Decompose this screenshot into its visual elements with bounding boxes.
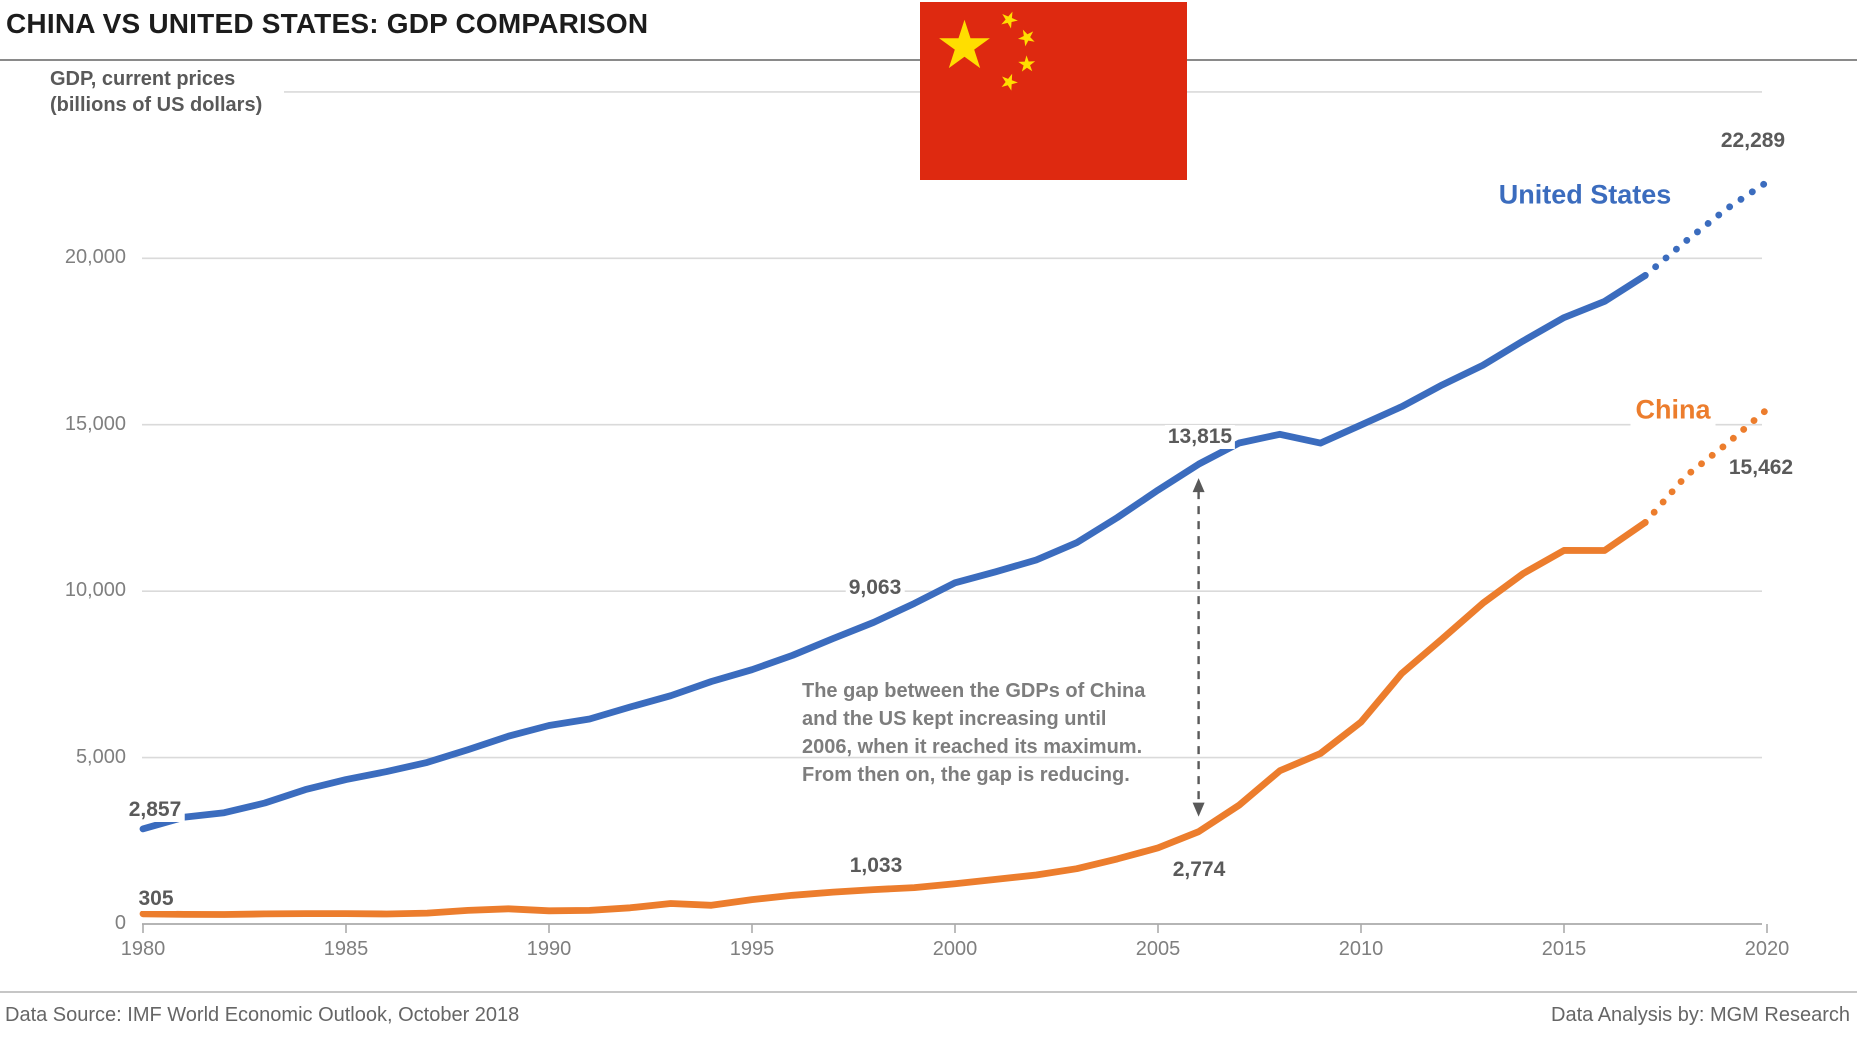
x-tick-label-2000: 2000 [932, 938, 978, 960]
gap-annotation: The gap between the GDPs of China and th… [802, 677, 1145, 789]
gap-annotation-line1: The gap between the GDPs of China [802, 680, 1146, 702]
series-line-china [139, 519, 1649, 918]
data-source-text: Data Source: IMF World Economic Outlook,… [5, 1004, 520, 1026]
x-tick-label-2020: 2020 [1744, 938, 1790, 960]
y-axis-title-line1: GDP, current prices [50, 68, 236, 90]
x-tick-label-1980: 1980 [120, 938, 166, 960]
china-flag-icon [920, 2, 1187, 180]
gap-arrow [1192, 478, 1205, 817]
data-label-china-2020: 15,462 [1725, 456, 1797, 480]
y-tick-label-15000: 15,000 [64, 412, 126, 435]
x-tick-label-2015: 2015 [1541, 938, 1587, 960]
y-axis-title-line2: (billions of US dollars) [50, 94, 263, 116]
gap-annotation-line2: and the US kept increasing until [802, 708, 1107, 730]
gridlines [142, 91, 1762, 925]
gap-annotation-line4: From then on, the gap is reducing. [802, 764, 1130, 786]
data-label-united-states-2006: 13,815 [1164, 425, 1236, 449]
x-tick-label-1990: 1990 [526, 938, 572, 960]
x-tick-label-2005: 2005 [1135, 938, 1181, 960]
data-label-united-states-1980: 2,857 [125, 798, 185, 822]
series-label-united-states: United States [1493, 178, 1677, 212]
footer-divider [0, 991, 1857, 993]
y-tick-label-10000: 10,000 [64, 579, 126, 602]
y-tick-label-20000: 20,000 [64, 246, 126, 269]
x-tick-label-1995: 1995 [729, 938, 775, 960]
data-label-china-2006: 2,774 [1169, 858, 1229, 882]
y-tick-label-5000: 5,000 [75, 745, 126, 768]
y-tick-label-0: 0 [114, 912, 126, 934]
data-label-united-states-1998: 9,063 [845, 576, 905, 600]
x-tick-label-1985: 1985 [323, 938, 369, 960]
series-label-china: China [1630, 393, 1716, 427]
y-axis-title: GDP, current prices (billions of US doll… [50, 64, 285, 122]
series-projection-united-states [1641, 178, 1771, 279]
series-line-united-states [139, 272, 1649, 833]
page-title: CHINA VS UNITED STATES: GDP COMPARISON [6, 8, 649, 39]
gap-annotation-line3: 2006, when it reached its maximum. [802, 736, 1143, 758]
data-analysis-text: Data Analysis by: MGM Research [1551, 1004, 1850, 1026]
x-tick-label-2010: 2010 [1338, 938, 1384, 960]
x-axis-ticks [142, 924, 1768, 933]
data-label-china-1980: 305 [135, 887, 177, 911]
data-label-united-states-2020: 22,289 [1717, 129, 1789, 153]
data-label-china-1998: 1,033 [846, 854, 906, 878]
